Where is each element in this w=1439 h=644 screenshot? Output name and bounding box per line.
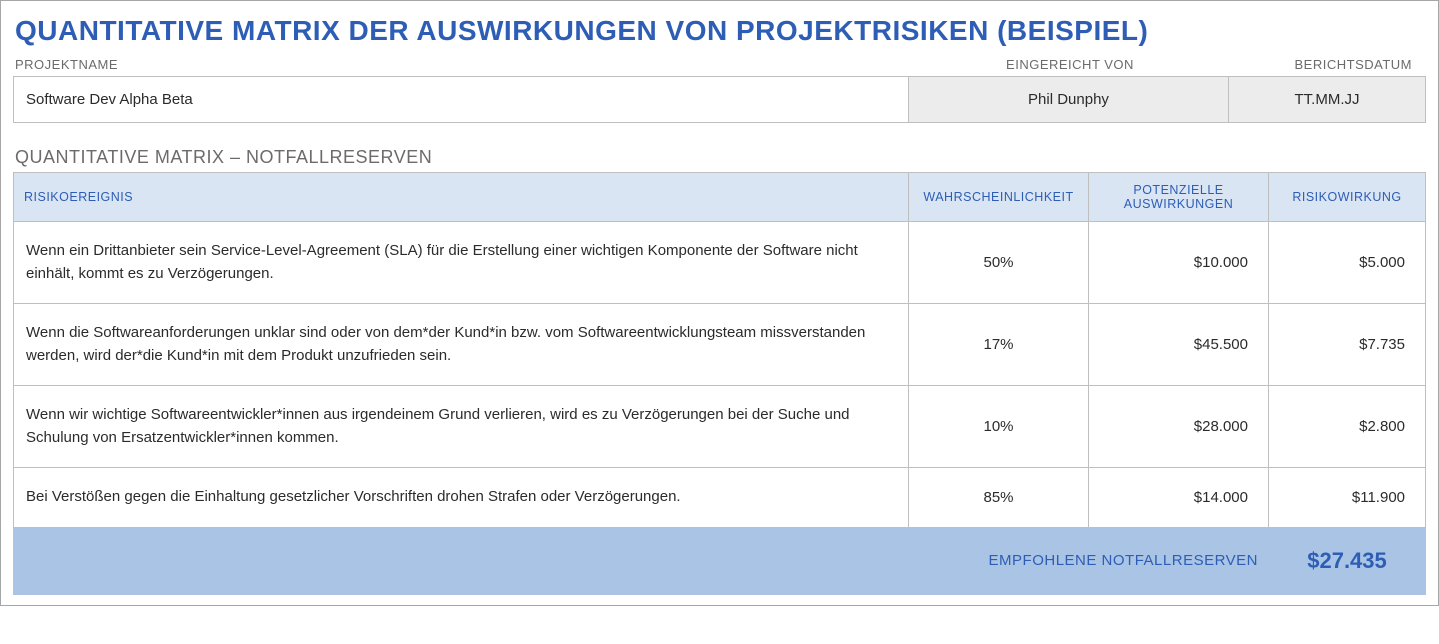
- col-header-potential-impact: POTENZIELLE AUSWIRKUNGEN: [1089, 173, 1269, 222]
- risk-event-cell[interactable]: Wenn wir wichtige Softwareentwickler*inn…: [14, 386, 909, 468]
- risk-event-cell[interactable]: Bei Verstößen gegen die Einhaltung geset…: [14, 468, 909, 528]
- potential-impact-cell[interactable]: $45.500: [1089, 304, 1269, 386]
- label-report-date: BERICHTSDATUM: [1230, 57, 1428, 72]
- report-date-cell[interactable]: TT.MM.JJ: [1229, 77, 1425, 122]
- probability-cell[interactable]: 10%: [909, 386, 1089, 468]
- probability-cell[interactable]: 50%: [909, 222, 1089, 304]
- col-header-event: RISIKOEREIGNIS: [14, 173, 909, 222]
- table-row: Wenn wir wichtige Softwareentwickler*inn…: [14, 386, 1426, 468]
- page-title: QUANTITATIVE MATRIX DER AUSWIRKUNGEN VON…: [15, 15, 1428, 47]
- risk-event-cell[interactable]: Wenn ein Drittanbieter sein Service-Leve…: [14, 222, 909, 304]
- risk-impact-cell[interactable]: $11.900: [1269, 468, 1426, 528]
- col-header-risk-impact: RISIKOWIRKUNG: [1269, 173, 1426, 222]
- label-submitted-by: EINGEREICHT VON: [910, 57, 1230, 72]
- project-name-cell[interactable]: Software Dev Alpha Beta: [14, 77, 909, 122]
- risk-event-cell[interactable]: Wenn die Softwareanforderungen unklar si…: [14, 304, 909, 386]
- table-header-row: RISIKOEREIGNIS WAHRSCHEINLICHKEIT POTENZ…: [14, 173, 1426, 222]
- risk-impact-cell[interactable]: $2.800: [1269, 386, 1426, 468]
- col-header-probability: WAHRSCHEINLICHKEIT: [909, 173, 1089, 222]
- table-row: Bei Verstößen gegen die Einhaltung geset…: [14, 468, 1426, 528]
- probability-cell[interactable]: 85%: [909, 468, 1089, 528]
- worksheet: QUANTITATIVE MATRIX DER AUSWIRKUNGEN VON…: [0, 0, 1439, 606]
- table-row: Wenn die Softwareanforderungen unklar si…: [14, 304, 1426, 386]
- risk-impact-cell[interactable]: $7.735: [1269, 304, 1426, 386]
- risk-matrix-table: RISIKOEREIGNIS WAHRSCHEINLICHKEIT POTENZ…: [13, 172, 1426, 595]
- meta-labels-row: PROJEKTNAME EINGEREICHT VON BERICHTSDATU…: [15, 57, 1428, 72]
- section-title: QUANTITATIVE MATRIX – NOTFALLRESERVEN: [15, 147, 1428, 168]
- potential-impact-cell[interactable]: $28.000: [1089, 386, 1269, 468]
- risk-impact-cell[interactable]: $5.000: [1269, 222, 1426, 304]
- total-label: EMPFOHLENE NOTFALLRESERVEN: [14, 527, 1269, 594]
- table-row: Wenn ein Drittanbieter sein Service-Leve…: [14, 222, 1426, 304]
- potential-impact-cell[interactable]: $14.000: [1089, 468, 1269, 528]
- total-value: $27.435: [1269, 527, 1426, 594]
- potential-impact-cell[interactable]: $10.000: [1089, 222, 1269, 304]
- label-project: PROJEKTNAME: [15, 57, 910, 72]
- probability-cell[interactable]: 17%: [909, 304, 1089, 386]
- total-row: EMPFOHLENE NOTFALLRESERVEN $27.435: [14, 527, 1426, 594]
- meta-values-row: Software Dev Alpha Beta Phil Dunphy TT.M…: [13, 76, 1426, 123]
- submitted-by-cell[interactable]: Phil Dunphy: [909, 77, 1229, 122]
